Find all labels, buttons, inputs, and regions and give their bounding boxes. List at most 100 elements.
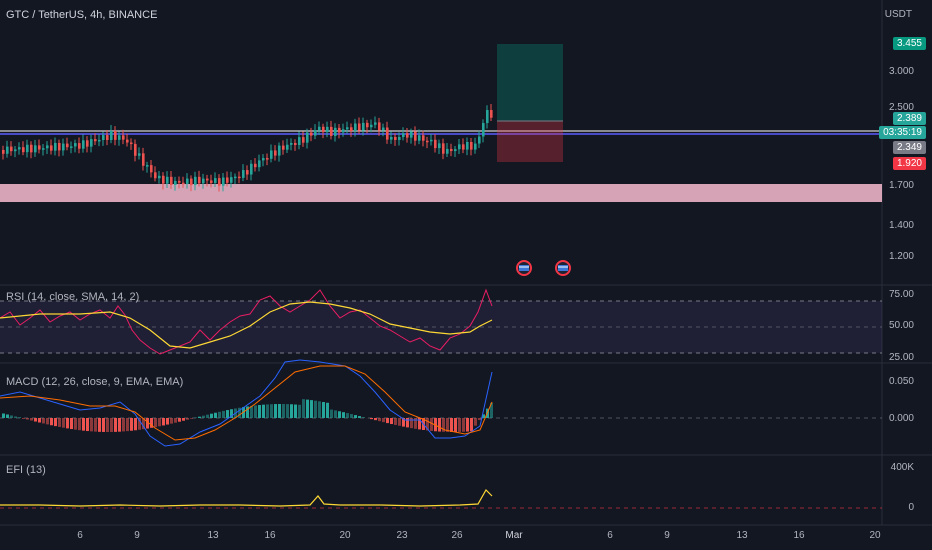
- rsi-label[interactable]: RSI (14, close, SMA, 14, 2): [6, 291, 140, 303]
- macd-bar: [110, 418, 113, 432]
- chart-title[interactable]: GTC / TetherUS, 4h, BINANCE: [6, 9, 158, 21]
- price-tick: 1.200: [888, 251, 914, 262]
- candle: [186, 178, 189, 184]
- macd-bar: [238, 407, 241, 418]
- candle: [146, 165, 149, 167]
- macd-bar: [146, 418, 149, 429]
- stop-loss-zone[interactable]: [497, 121, 563, 162]
- macd-bar: [462, 418, 465, 432]
- macd-bar: [166, 418, 169, 425]
- candle: [90, 139, 93, 147]
- macd-bar: [402, 418, 405, 427]
- time-tick: 6: [77, 530, 83, 541]
- candle: [474, 143, 477, 150]
- candle: [166, 176, 169, 184]
- rsi-ma-line[interactable]: [0, 301, 493, 349]
- candle: [54, 142, 57, 151]
- macd-bar: [2, 413, 5, 418]
- macd-bar: [378, 418, 381, 422]
- macd-bar: [106, 418, 109, 432]
- macd-bar: [482, 414, 485, 418]
- candle: [14, 149, 17, 152]
- candle: [318, 126, 321, 131]
- candle: [322, 126, 325, 133]
- efi-label[interactable]: EFI (13): [6, 464, 46, 476]
- macd-bar: [270, 404, 273, 418]
- candle: [414, 131, 417, 141]
- time-tick: 20: [339, 530, 351, 541]
- macd-bar: [118, 418, 121, 432]
- macd-bar: [222, 410, 225, 418]
- candle: [250, 163, 253, 175]
- stop-loss-tag[interactable]: 1.920: [892, 157, 926, 170]
- macd-bar: [474, 418, 477, 426]
- candle: [286, 144, 289, 150]
- candle: [34, 145, 37, 153]
- macd-bar: [330, 409, 333, 418]
- take-profit-zone[interactable]: [497, 44, 563, 121]
- time-tick: 16: [793, 530, 805, 541]
- candle: [170, 176, 173, 185]
- last-price-tag: 2.389: [892, 112, 926, 125]
- macd-bar: [202, 415, 205, 418]
- candle: [438, 143, 441, 149]
- macd-bar: [442, 418, 445, 432]
- macd-bar: [266, 404, 269, 418]
- macd-bar: [38, 418, 41, 423]
- time-tick: 13: [207, 530, 219, 541]
- macd-bar: [418, 418, 421, 430]
- macd-label[interactable]: MACD (12, 26, close, 9, EMA, EMA): [6, 376, 184, 388]
- us-flag-event-icon[interactable]: [555, 260, 571, 276]
- macd-bar: [6, 414, 9, 418]
- price-tick: 1.700: [888, 180, 914, 191]
- candle: [426, 140, 429, 143]
- time-tick: Mar: [505, 530, 523, 541]
- support-zone[interactable]: [0, 184, 882, 202]
- macd-bar: [322, 402, 325, 418]
- macd-bar: [254, 405, 257, 418]
- macd-bar: [82, 418, 85, 431]
- macd-bar: [354, 415, 357, 418]
- candle: [278, 145, 281, 156]
- rsi-tick: 50.00: [888, 320, 914, 331]
- macd-bar: [250, 405, 253, 418]
- candle: [222, 177, 225, 186]
- macd-bar: [286, 404, 289, 418]
- candle: [482, 123, 485, 137]
- candle: [298, 137, 301, 145]
- macd-bar: [134, 418, 137, 431]
- candle: [418, 135, 421, 141]
- macd-bar: [66, 418, 69, 429]
- take-profit-tag[interactable]: 3.455: [892, 37, 926, 50]
- macd-bar: [466, 418, 469, 432]
- candle: [486, 110, 489, 124]
- candle: [338, 127, 341, 133]
- macd-bar: [14, 416, 17, 418]
- efi-line[interactable]: [0, 489, 493, 507]
- candle: [86, 140, 89, 147]
- candle: [310, 132, 313, 136]
- macd-bar: [390, 418, 393, 425]
- macd-bar: [310, 400, 313, 418]
- candle: [182, 182, 185, 185]
- macd-bar: [42, 418, 45, 424]
- macd-bar: [30, 418, 33, 421]
- rsi-line[interactable]: [0, 288, 493, 355]
- candle: [42, 148, 45, 150]
- candle: [374, 122, 377, 125]
- candle: [458, 144, 461, 150]
- entry-tag[interactable]: 2.349: [892, 141, 926, 154]
- candle: [358, 123, 361, 131]
- candle: [330, 126, 333, 136]
- macd-line[interactable]: [0, 359, 493, 447]
- macd-bar: [258, 405, 261, 418]
- macd-signal-line[interactable]: [0, 365, 493, 441]
- macd-bar: [218, 411, 221, 418]
- macd-histogram: [2, 399, 493, 432]
- candle: [134, 143, 137, 156]
- candle: [10, 146, 13, 152]
- candlestick-series: [2, 104, 493, 192]
- us-flag-event-icon[interactable]: [516, 260, 532, 276]
- macd-bar: [58, 418, 61, 427]
